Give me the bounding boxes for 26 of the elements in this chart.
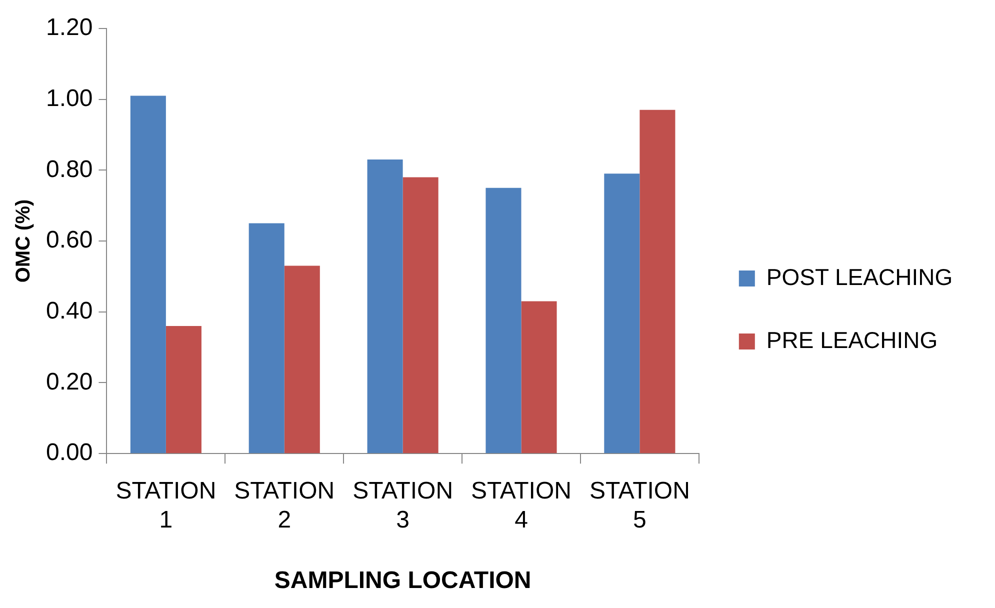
- bar: [166, 326, 202, 454]
- x-tick-label: STATION 2: [234, 478, 335, 534]
- bar: [284, 266, 320, 454]
- x-tick-label: STATION 5: [589, 478, 690, 534]
- legend-label: PRE LEACHING: [766, 326, 938, 353]
- y-tick-label: 0.00: [46, 439, 93, 466]
- bar: [640, 110, 676, 454]
- bar: [248, 223, 284, 454]
- x-tick-label: STATION 3: [352, 478, 454, 534]
- bar: [402, 177, 438, 454]
- x-tick-label: STATION 1: [116, 478, 216, 534]
- bar: [521, 301, 557, 454]
- bar: [130, 96, 166, 454]
- x-axis-title: SAMPLING LOCATION: [274, 567, 532, 594]
- y-tick-label: 0.20: [46, 368, 93, 396]
- y-tick-label: 0.40: [46, 297, 93, 324]
- y-axis-title: OMC (%): [12, 199, 35, 283]
- legend-label: POST LEACHING: [766, 264, 953, 290]
- x-tick-label: STATION 4: [471, 478, 572, 534]
- y-tick-label: 1.20: [46, 14, 93, 42]
- bar: [486, 188, 522, 454]
- bar: [367, 160, 403, 454]
- y-tick-label: 1.00: [46, 84, 93, 112]
- y-tick-label: 0.80: [46, 156, 93, 183]
- bar: [604, 174, 640, 454]
- y-tick-label: 0.60: [46, 226, 93, 254]
